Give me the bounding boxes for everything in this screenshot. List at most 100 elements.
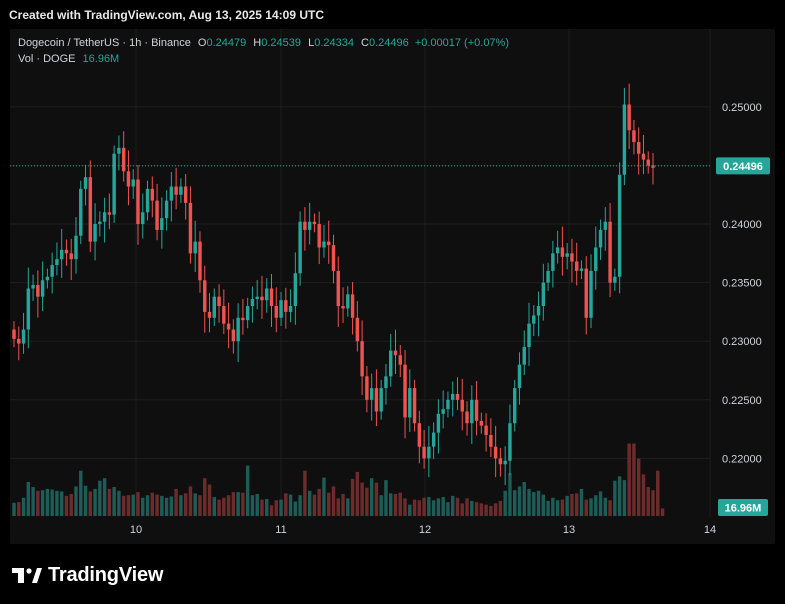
candle-body[interactable] (646, 159, 650, 166)
candle-body[interactable] (379, 388, 383, 412)
candle-body[interactable] (298, 221, 302, 274)
candle-body[interactable] (570, 253, 574, 262)
candle-body[interactable] (231, 329, 236, 342)
candle-body[interactable] (183, 186, 188, 203)
candle-body[interactable] (384, 376, 388, 389)
candle-body[interactable] (594, 247, 598, 271)
candle-body[interactable] (517, 364, 522, 389)
candle-body[interactable] (98, 221, 102, 225)
candle-body[interactable] (284, 300, 288, 312)
candle-body[interactable] (398, 355, 402, 365)
candle-body[interactable] (45, 276, 50, 281)
candle-body[interactable] (293, 273, 298, 307)
candle-body[interactable] (484, 425, 488, 435)
candle-body[interactable] (446, 399, 450, 410)
candle-body[interactable] (250, 299, 255, 307)
candle-body[interactable] (389, 350, 393, 377)
candle-body[interactable] (474, 399, 479, 421)
candle-body[interactable] (603, 221, 608, 230)
candle-body[interactable] (331, 245, 336, 271)
candle-body[interactable] (322, 241, 326, 248)
candle-body[interactable] (179, 186, 183, 195)
candle-body[interactable] (174, 186, 178, 195)
candle-body[interactable] (217, 296, 221, 307)
candle-body[interactable] (589, 270, 593, 318)
candle-body[interactable] (74, 235, 78, 260)
candle-body[interactable] (470, 399, 474, 424)
candle-body[interactable] (126, 171, 131, 187)
candle-body[interactable] (374, 388, 379, 412)
candle-body[interactable] (465, 411, 469, 424)
candle-body[interactable] (50, 265, 54, 277)
candle-body[interactable] (613, 276, 617, 283)
candle-body[interactable] (574, 261, 579, 271)
candle-body[interactable] (503, 460, 507, 465)
candle-body[interactable] (222, 306, 226, 324)
candle-body[interactable] (17, 338, 21, 344)
candle-body[interactable] (265, 288, 269, 301)
candle-body[interactable] (288, 306, 293, 312)
candle-body[interactable] (546, 270, 550, 283)
chart-panel[interactable]: 0.250000.245000.240000.235000.230000.225… (10, 29, 775, 544)
candle-body[interactable] (498, 458, 503, 465)
candle-body[interactable] (346, 294, 350, 309)
candle-body[interactable] (188, 202, 193, 254)
candle-body[interactable] (12, 329, 16, 339)
candle-body[interactable] (427, 446, 431, 459)
candle-body[interactable] (579, 268, 584, 271)
candle-body[interactable] (307, 221, 312, 230)
candle-body[interactable] (169, 186, 174, 201)
candle-body[interactable] (55, 259, 59, 266)
candle-body[interactable] (393, 350, 398, 356)
candle-body[interactable] (274, 306, 278, 318)
candle-body[interactable] (436, 413, 441, 433)
candle-body[interactable] (69, 253, 73, 260)
candle-body[interactable] (226, 323, 231, 330)
candle-body[interactable] (632, 130, 636, 142)
candle-body[interactable] (141, 212, 145, 225)
candle-body[interactable] (489, 434, 493, 447)
candle-body[interactable] (241, 317, 245, 321)
candle-body[interactable] (417, 423, 422, 447)
candle-body[interactable] (164, 200, 169, 219)
candle-body[interactable] (93, 224, 97, 242)
candle-body[interactable] (527, 323, 531, 348)
candle-body[interactable] (403, 364, 407, 418)
candle-body[interactable] (212, 296, 217, 318)
candle-body[interactable] (193, 241, 197, 254)
candle-body[interactable] (198, 241, 202, 281)
candle-body[interactable] (336, 270, 340, 307)
candle-body[interactable] (641, 153, 646, 160)
candle-body[interactable] (565, 253, 569, 257)
candle-body[interactable] (107, 212, 112, 215)
candle-body[interactable] (112, 153, 116, 215)
candle-body[interactable] (150, 188, 155, 201)
candle-body[interactable] (317, 224, 321, 248)
candle-body[interactable] (412, 388, 417, 424)
candle-body[interactable] (431, 432, 436, 447)
candle-body[interactable] (279, 300, 283, 318)
candle-body[interactable] (236, 317, 240, 342)
candle-body[interactable] (551, 253, 555, 271)
candle-body[interactable] (441, 409, 445, 414)
candle-body[interactable] (245, 306, 250, 321)
candle-body[interactable] (26, 288, 31, 330)
candle-body[interactable] (83, 177, 88, 189)
candle-body[interactable] (522, 347, 526, 365)
candle-body[interactable] (40, 280, 45, 297)
candle-body[interactable] (627, 104, 631, 131)
candle-body[interactable] (341, 306, 345, 309)
candle-body[interactable] (312, 221, 317, 225)
candle-body[interactable] (360, 341, 364, 377)
candle-body[interactable] (512, 388, 517, 424)
candle-body[interactable] (117, 147, 121, 154)
candle-body[interactable] (350, 294, 355, 318)
candle-body[interactable] (131, 179, 135, 187)
candle-body[interactable] (260, 296, 264, 301)
candle-body[interactable] (79, 188, 83, 236)
candle-body[interactable] (560, 247, 565, 257)
candle-body[interactable] (365, 376, 369, 400)
candle-body[interactable] (617, 174, 622, 277)
candle-body[interactable] (369, 388, 374, 400)
candle-body[interactable] (455, 393, 460, 400)
